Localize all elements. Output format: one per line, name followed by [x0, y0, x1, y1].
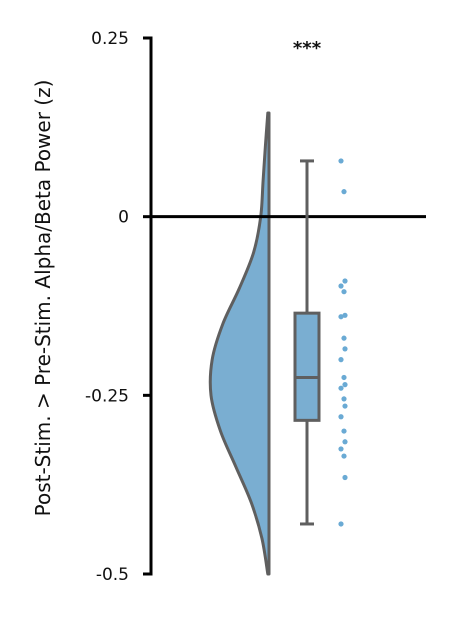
- data-point: [341, 396, 347, 402]
- y-axis: 0.25 0 -0.25 -0.5: [85, 29, 153, 585]
- data-point: [338, 158, 344, 164]
- data-point: [341, 335, 347, 341]
- data-point: [342, 474, 348, 481]
- violin-layer: [208, 111, 271, 576]
- y-tick-label: -0.25: [85, 386, 129, 406]
- data-point: [342, 403, 348, 409]
- y-axis-label: Post-Stim. > Pre-Stim. Alpha/Beta Power …: [31, 80, 55, 517]
- data-point: [342, 278, 348, 284]
- significance-label: ***: [293, 38, 322, 59]
- data-point: [341, 453, 347, 459]
- data-point: [342, 312, 348, 318]
- data-point: [338, 314, 344, 320]
- violin-shape: [208, 111, 271, 576]
- data-point: [338, 446, 344, 452]
- points-layer: [338, 158, 348, 527]
- data-point: [338, 521, 344, 527]
- data-point: [338, 357, 344, 363]
- data-point: [342, 346, 348, 352]
- y-tick-label: 0: [118, 208, 129, 228]
- data-point: [338, 385, 344, 391]
- y-tick-label: -0.5: [96, 565, 129, 585]
- y-tick-label: 0.25: [91, 29, 129, 49]
- box-iqr: [293, 311, 321, 422]
- data-point: [341, 374, 347, 381]
- data-point: [342, 439, 348, 445]
- data-point: [338, 414, 344, 420]
- data-point: [342, 382, 348, 388]
- boxplot-layer: [293, 159, 321, 526]
- data-point: [341, 289, 347, 295]
- data-point: [338, 283, 344, 289]
- data-point: [341, 189, 347, 195]
- data-point: [341, 428, 347, 434]
